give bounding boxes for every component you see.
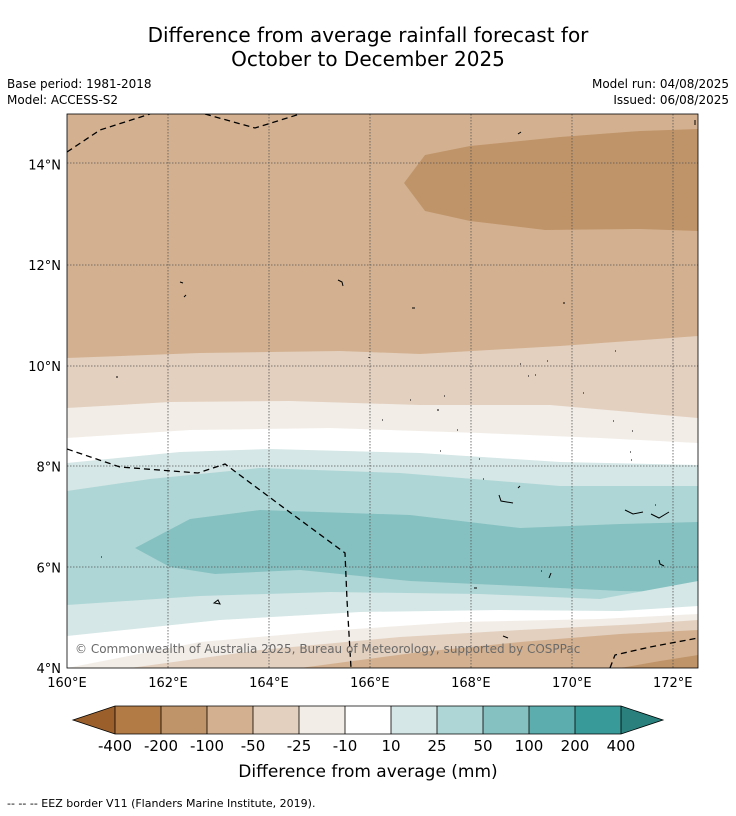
anomaly-fill-layer [67, 114, 698, 668]
colorbar-segment [483, 706, 530, 734]
band-plus-50-100 [135, 510, 698, 592]
map-frame [66, 113, 699, 669]
lat-tick-label: 4°N [37, 662, 62, 677]
colorbar-tick-label: -25 [287, 737, 312, 755]
lat-tick-label: 6°N [37, 561, 62, 576]
rainfall-map: 4°N 6°N 8°N 10°N 12°N 14°N 160°E 162°E 164°E 166… [28, 113, 699, 755]
colorbar-outline [71, 705, 665, 735]
lon-tick-label: 168°E [451, 676, 491, 691]
colorbar-extend-high [621, 706, 663, 734]
lat-tick-label: 10°N [28, 360, 61, 375]
lat-tick-label: 12°N [28, 259, 61, 274]
eez-footnote: -- -- -- EEZ border V11 (Flanders Marine… [7, 797, 316, 810]
lat-tick-label: 14°N [28, 158, 61, 173]
colorbar-tick-label: 50 [473, 737, 492, 755]
issued-date: Issued: 06/08/2025 [613, 93, 729, 107]
band-minus-50-100-south [300, 630, 698, 668]
colorbar-segment [299, 706, 346, 734]
lon-tick-label: 166°E [350, 676, 390, 691]
eez-border [67, 114, 698, 668]
band-minus-100-200-south [620, 655, 698, 668]
lon-tick-label: 170°E [552, 676, 592, 691]
colorbar-tick-label: 400 [607, 737, 636, 755]
longitude-tick-labels: 160°E 162°E 164°E 166°E 168°E 170°E 172°E [47, 676, 692, 691]
lon-tick-label: 164°E [249, 676, 289, 691]
colorbar [71, 705, 665, 735]
islands [101, 120, 696, 639]
lon-tick-label: 172°E [653, 676, 693, 691]
lon-tick-label: 162°E [148, 676, 188, 691]
colorbar-segment [391, 706, 438, 734]
colorbar-segment [161, 706, 208, 734]
colorbar-extend-low [73, 706, 115, 734]
colorbar-tick-label: 10 [381, 737, 400, 755]
colorbar-tick-label: -50 [241, 737, 266, 755]
latitude-tick-labels: 4°N 6°N 8°N 10°N 12°N 14°N [28, 158, 61, 677]
model-name: Model: ACCESS-S2 [7, 93, 119, 107]
colorbar-tick-label: 25 [427, 737, 446, 755]
lon-tick-label: 160°E [47, 676, 87, 691]
colorbar-segment [437, 706, 484, 734]
map-title-line1: Difference from average rainfall forecas… [147, 23, 589, 47]
gridlines [67, 114, 698, 668]
colorbar-segment [575, 706, 622, 734]
colorbar-segment [207, 706, 254, 734]
band-minus-100-200-north [404, 129, 698, 231]
lat-tick-label: 8°N [37, 461, 62, 476]
colorbar-tick-label: -10 [333, 737, 358, 755]
colorbar-segment [253, 706, 300, 734]
colorbar-tick-label: 100 [515, 737, 544, 755]
base-period: Base period: 1981-2018 [7, 77, 152, 91]
colorbar-tick-label: 200 [561, 737, 590, 755]
map-title-line2: October to December 2025 [231, 47, 505, 71]
colorbar-tick-label: -400 [98, 737, 132, 755]
colorbar-title: Difference from average (mm) [238, 762, 498, 782]
colorbar-tick-label: -200 [144, 737, 178, 755]
model-run: Model run: 04/08/2025 [591, 77, 729, 91]
colorbar-segment [115, 706, 162, 734]
colorbar-tick-label: -100 [190, 737, 224, 755]
colorbar-tick-labels: -400 -200 -100 -50 -25 -10 10 25 50 100 200 400 [98, 737, 635, 755]
copyright-notice: © Commonwealth of Australia 2025, Bureau… [75, 642, 580, 656]
colorbar-segment [529, 706, 576, 734]
colorbar-segment [345, 706, 392, 734]
